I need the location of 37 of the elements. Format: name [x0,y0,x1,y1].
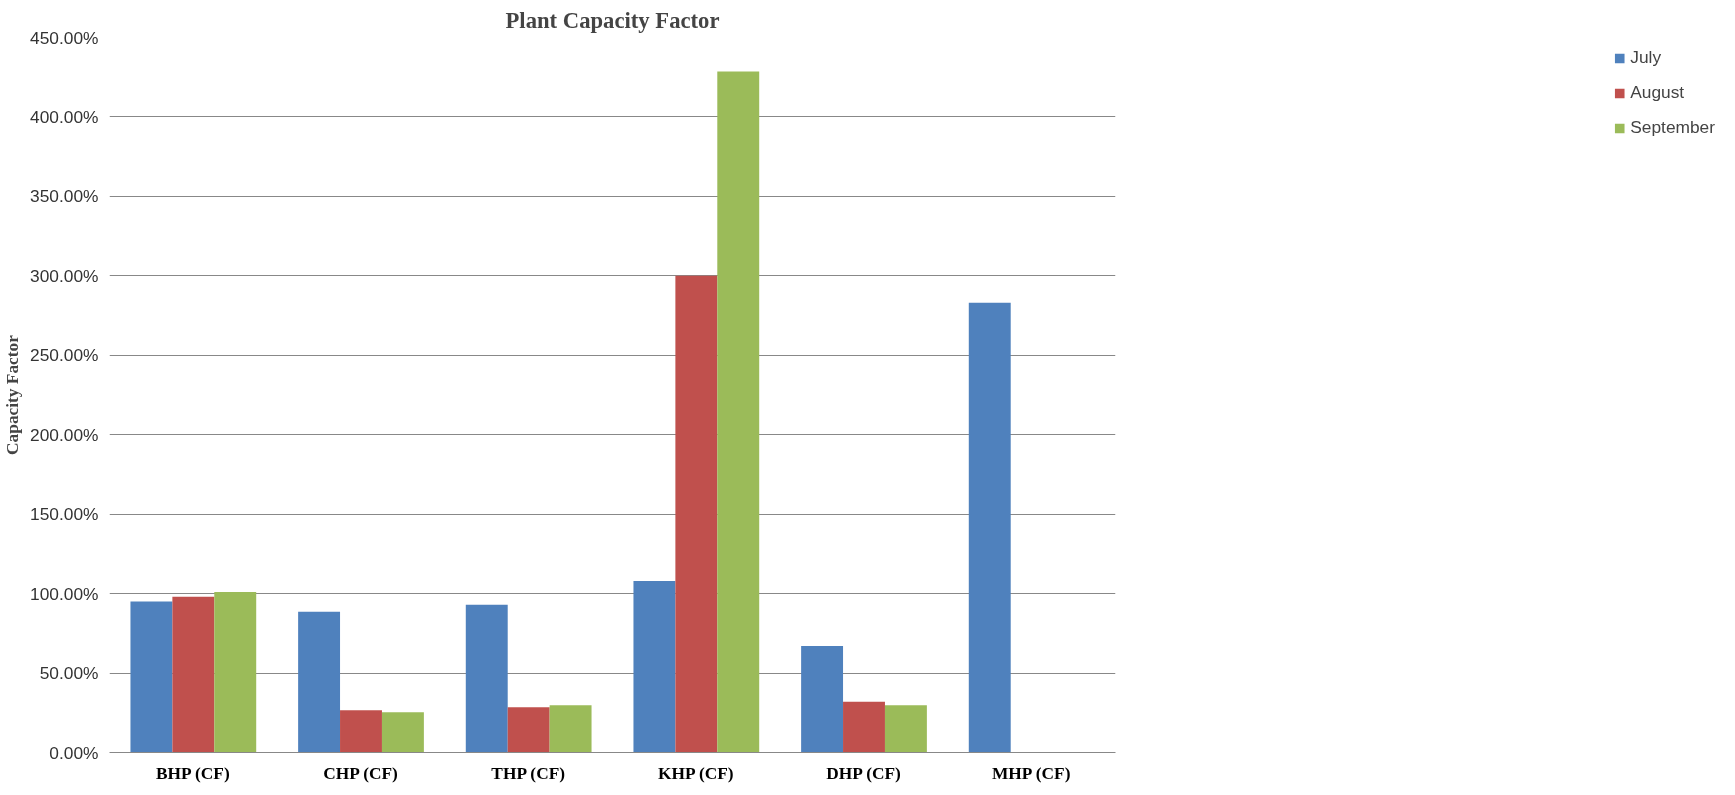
bar [633,580,676,753]
bar [801,646,844,753]
y-tick-label: 350.00% [30,186,99,207]
bar [549,705,592,753]
chart-title: Plant Capacity Factor [505,7,720,33]
y-tick-label: 250.00% [30,345,99,366]
x-tick-label: THP (CF) [491,763,566,783]
bar [298,611,341,753]
bar [465,604,508,753]
y-tick-label: 200.00% [30,424,99,445]
bar [340,710,382,753]
y-tick-label: 300.00% [30,265,99,286]
legend-label: September [1630,117,1715,138]
bar [214,592,257,753]
y-tick-label: 400.00% [30,106,99,127]
x-tick-label: KHP (CF) [658,763,734,783]
x-tick-label: CHP (CF) [323,763,399,783]
y-tick-label: 450.00% [30,27,99,48]
bar [381,712,424,753]
x-tick-label: MHP (CF) [991,763,1071,783]
y-tick-label: 100.00% [30,583,99,604]
bar [843,701,885,753]
y-axis-title: Capacity Factor [3,334,23,455]
legend-label: August [1630,82,1685,103]
x-tick-label: DHP (CF) [826,763,902,783]
y-tick-label: 150.00% [30,504,99,525]
bar [884,705,927,753]
bar [130,601,173,753]
bar [507,707,550,753]
bar [717,71,760,753]
bar [172,596,215,753]
bar [968,302,1011,753]
y-tick-label: 50.00% [39,663,99,684]
y-tick-label: 0.00% [49,742,99,763]
bar [675,275,718,753]
x-tick-label: BHP (CF) [156,763,230,783]
legend-label: July [1630,47,1662,68]
